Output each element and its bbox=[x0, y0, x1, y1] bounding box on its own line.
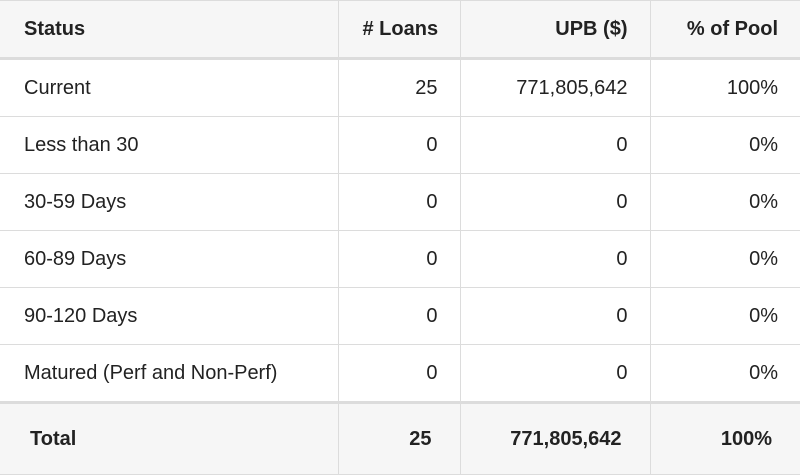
table-cell: 0 bbox=[459, 173, 651, 231]
table-cell: 60-89 Days bbox=[0, 230, 339, 288]
table-cell: 0 bbox=[337, 116, 461, 174]
column-header: # Loans bbox=[337, 0, 461, 60]
table-cell: 0 bbox=[337, 173, 461, 231]
table-cell: 771,805,642 bbox=[459, 58, 651, 117]
table-cell: 0 bbox=[459, 287, 651, 345]
table-cell: 0% bbox=[649, 116, 800, 174]
table-footer: Total 25 771,805,642 100% bbox=[0, 401, 800, 475]
table-row: 30-59 Days 0 0 0% bbox=[0, 173, 800, 231]
table-header: Status # Loans UPB ($)% of Pool bbox=[0, 0, 800, 60]
table-row: 60-89 Days 0 0 0% bbox=[0, 230, 800, 288]
footer-row: Total 25 771,805,642 100% bbox=[0, 401, 800, 475]
table-cell: 0 bbox=[459, 230, 651, 288]
total-cell: 771,805,642 bbox=[459, 401, 651, 475]
table-row: Current 25 771,805,642 100% bbox=[0, 58, 800, 117]
table-cell: Matured (Perf and Non-Perf) bbox=[0, 344, 339, 403]
table-cell: 0% bbox=[649, 287, 800, 345]
table-cell: 0 bbox=[459, 116, 651, 174]
table-cell: 0% bbox=[649, 230, 800, 288]
table-cell: 25 bbox=[337, 58, 461, 117]
table-cell: 0 bbox=[337, 287, 461, 345]
column-header: Status bbox=[0, 0, 339, 60]
table-cell: 0 bbox=[459, 344, 651, 403]
column-header: UPB ($) bbox=[459, 0, 651, 60]
column-header: % of Pool bbox=[649, 0, 800, 60]
total-cell: Total bbox=[0, 401, 339, 475]
table-cell: 100% bbox=[649, 58, 800, 117]
total-cell: 100% bbox=[649, 401, 800, 475]
table-cell: Current bbox=[0, 58, 339, 117]
table-cell: Less than 30 bbox=[0, 116, 339, 174]
total-cell: 25 bbox=[337, 401, 461, 475]
table-cell: 0 bbox=[337, 230, 461, 288]
header-row: Status # Loans UPB ($)% of Pool bbox=[0, 0, 800, 60]
table-cell: 0 bbox=[337, 344, 461, 403]
table-cell: 0% bbox=[649, 344, 800, 403]
table-row: Matured (Perf and Non-Perf) 0 0 0% bbox=[0, 344, 800, 403]
table-cell: 90-120 Days bbox=[0, 287, 339, 345]
table-row: 90-120 Days 0 0 0% bbox=[0, 287, 800, 345]
table-cell: 0% bbox=[649, 173, 800, 231]
table-cell: 30-59 Days bbox=[0, 173, 339, 231]
table-body: Current 25 771,805,642 100% Less than 30 0 0 0%… bbox=[0, 58, 800, 403]
table-row: Less than 30 0 0 0% bbox=[0, 116, 800, 174]
